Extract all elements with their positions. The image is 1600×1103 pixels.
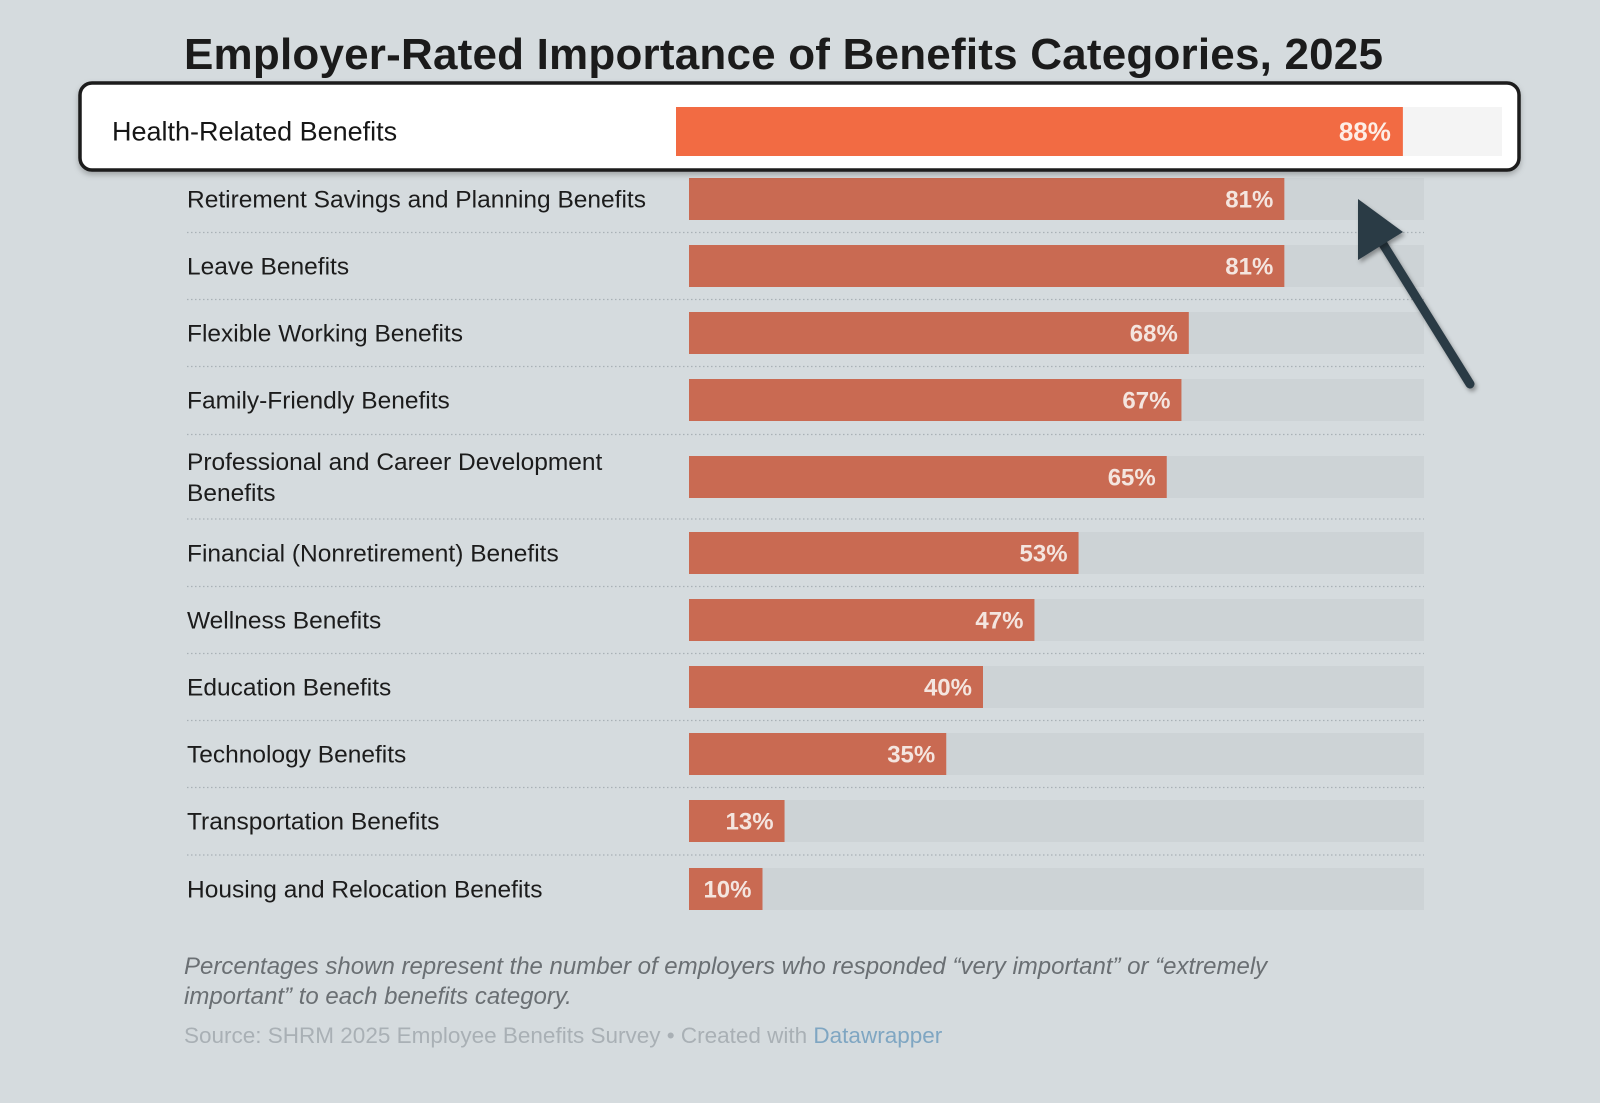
source-text: Source: SHRM 2025 Employee Benefits Surv… bbox=[184, 1023, 814, 1048]
category-label-retirement-savings-and-planning-benefits: Retirement Savings and Planning Benefits bbox=[187, 187, 646, 214]
chart-footnote: Percentages shown represent the number o… bbox=[184, 953, 1268, 1010]
bar-family-friendly-benefits bbox=[689, 379, 1182, 421]
category-label-professional-and-career-development-benefits: Professional and Career Development Benef… bbox=[187, 449, 603, 507]
category-label-transportation-benefits: Transportation Benefits bbox=[187, 809, 439, 836]
category-label-flexible-working-benefits: Flexible Working Benefits bbox=[187, 321, 463, 348]
category-label-education-benefits: Education Benefits bbox=[187, 675, 391, 702]
value-label-housing-and-relocation-benefits: 10% bbox=[703, 877, 751, 904]
value-label-technology-benefits: 35% bbox=[887, 742, 935, 769]
value-label-education-benefits: 40% bbox=[924, 675, 972, 702]
category-label-wellness-benefits: Wellness Benefits bbox=[187, 608, 381, 635]
value-label-leave-benefits: 81% bbox=[1225, 254, 1273, 281]
datawrapper-link[interactable]: Datawrapper bbox=[813, 1023, 943, 1048]
chart-source: Source: SHRM 2025 Employee Benefits Surv… bbox=[184, 1023, 942, 1049]
bar-financial-nonretirement-benefits bbox=[689, 532, 1079, 574]
category-label-technology-benefits: Technology Benefits bbox=[187, 742, 406, 769]
bar-retirement-savings-and-planning-benefits bbox=[689, 178, 1285, 220]
value-label-professional-and-career-development-benefits: 65% bbox=[1108, 465, 1156, 492]
bar-track-housing-and-relocation-benefits bbox=[689, 868, 1424, 910]
bar-education-benefits bbox=[689, 666, 983, 708]
value-label-family-friendly-benefits: 67% bbox=[1122, 388, 1170, 415]
bar-leave-benefits bbox=[689, 245, 1285, 287]
bar-wellness-benefits bbox=[689, 599, 1035, 641]
value-label-retirement-savings-and-planning-benefits: 81% bbox=[1225, 187, 1273, 214]
value-label-flexible-working-benefits: 68% bbox=[1130, 321, 1178, 348]
bar-health-related-benefits bbox=[676, 107, 1403, 156]
value-label-health-related-benefits: 88% bbox=[1339, 117, 1391, 147]
category-label-health-related-benefits: Health-Related Benefits bbox=[112, 117, 397, 147]
value-label-wellness-benefits: 47% bbox=[975, 608, 1023, 635]
bar-technology-benefits bbox=[689, 733, 947, 775]
bar-track-transportation-benefits bbox=[689, 800, 1424, 842]
category-label-family-friendly-benefits: Family-Friendly Benefits bbox=[187, 388, 450, 415]
category-label-financial-nonretirement-benefits: Financial (Nonretirement) Benefits bbox=[187, 541, 559, 568]
chart-title: Employer-Rated Importance of Benefits Ca… bbox=[184, 30, 1384, 79]
pointer-arrow bbox=[1358, 199, 1475, 389]
category-label-leave-benefits: Leave Benefits bbox=[187, 254, 349, 281]
category-label-housing-and-relocation-benefits: Housing and Relocation Benefits bbox=[187, 877, 542, 904]
bar-transportation-benefits bbox=[689, 800, 785, 842]
bar-professional-and-career-development-benefits bbox=[689, 456, 1167, 498]
bar-housing-and-relocation-benefits bbox=[689, 868, 763, 910]
bar-flexible-working-benefits bbox=[689, 312, 1189, 354]
value-label-transportation-benefits: 13% bbox=[726, 809, 774, 836]
value-label-financial-nonretirement-benefits: 53% bbox=[1020, 541, 1068, 568]
